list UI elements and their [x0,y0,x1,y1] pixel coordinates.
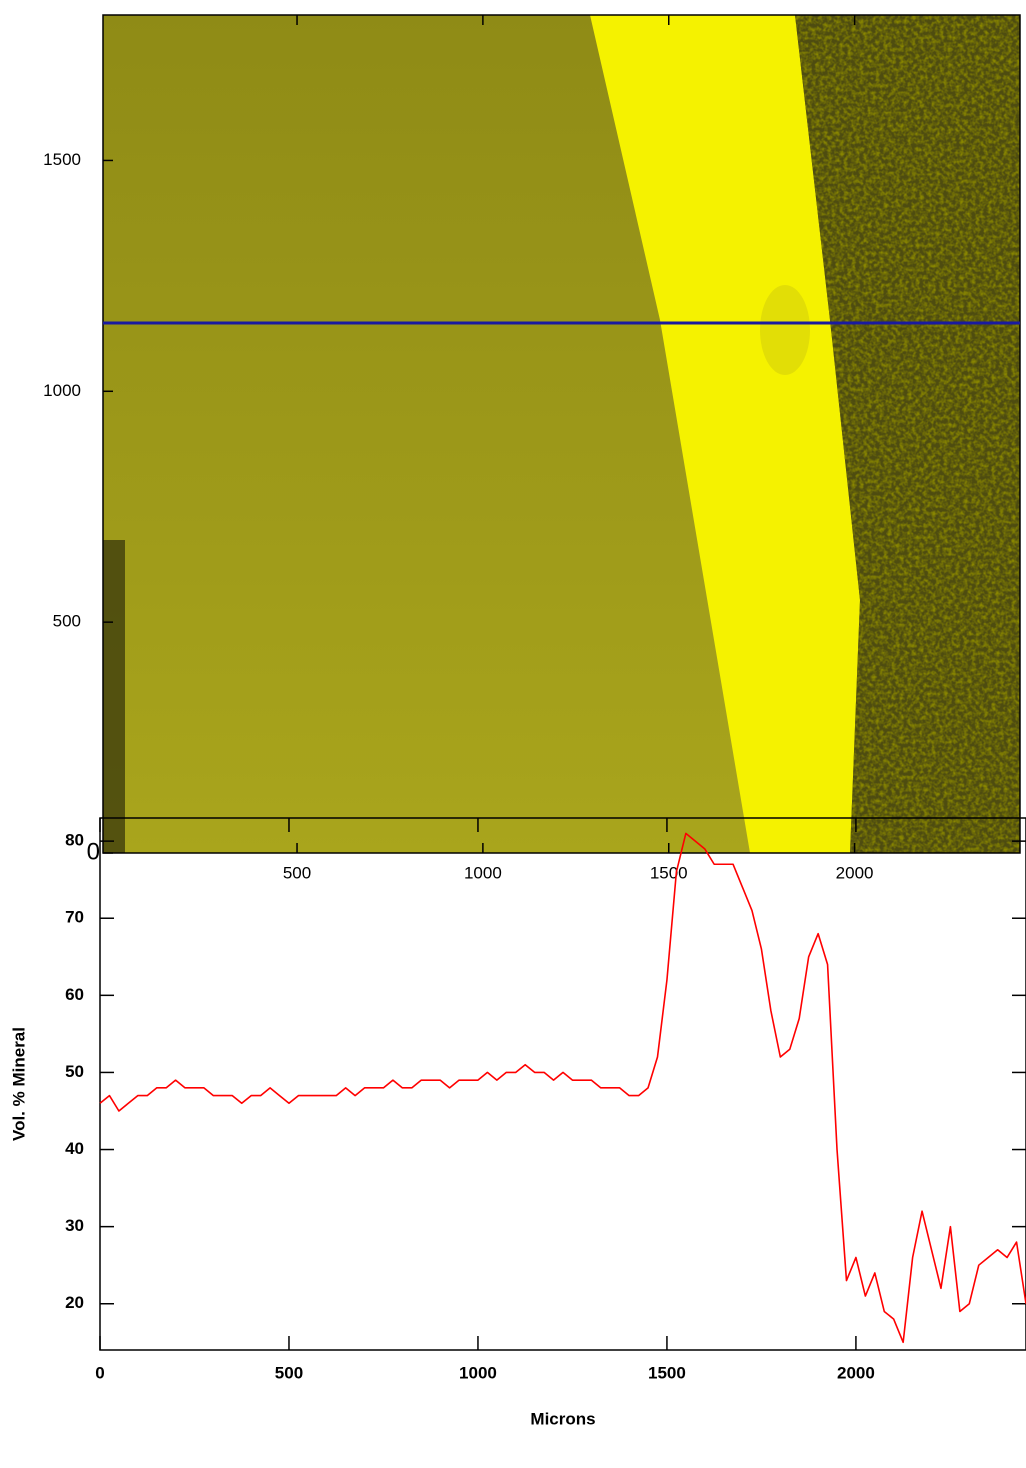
y-tick-label: 70 [65,908,84,927]
data-line [99,832,1026,1344]
y-tick-label: 50 [65,1062,84,1081]
x-tick-label: 1500 [650,863,688,882]
y-tick-label: 30 [65,1216,84,1235]
x-tick-label: 1000 [459,1363,497,1382]
y-tick-label: 0 [87,838,100,865]
y-tick-label: 40 [65,1139,84,1158]
y-tick-label: 1500 [43,150,81,169]
micrograph [103,15,1020,853]
x-axis-label: Microns [530,1409,595,1428]
plot-frame [99,817,1026,1351]
y-tick-label: 60 [65,985,84,1004]
x-tick-label: 0 [95,1363,104,1382]
line-chart: 0 500 1000 1500 2000 20 30 40 50 60 70 80 Microns Vol… [9,818,1026,1428]
y-axis-label: Vol. % Mineral [9,1027,28,1141]
y-tick-label: 1000 [43,381,81,400]
y-tick-label: 80 [65,831,84,850]
plot-frame [102,14,1021,854]
x-tick-label: 1500 [648,1363,686,1382]
x-tick-label: 2000 [836,863,874,882]
y-tick-label: 20 [65,1293,84,1312]
x-tick-label: 500 [283,863,311,882]
x-tick-label: 500 [275,1363,303,1382]
x-tick-label: 2000 [837,1363,875,1382]
x-tick-label: 1000 [464,863,502,882]
y-tick-label: 500 [53,612,81,631]
image-chart: 500 1000 1500 2000 0 500 1000 1500 [43,15,1020,882]
